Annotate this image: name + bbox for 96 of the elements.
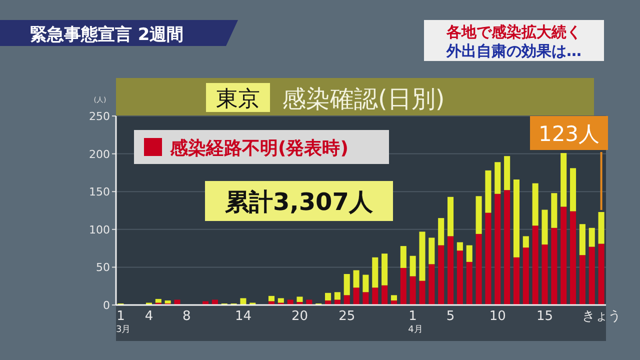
y-tick-label: 50 [96, 261, 110, 274]
bar [570, 168, 576, 212]
bar [362, 292, 369, 305]
bar [560, 153, 567, 207]
y-tick-label: 150 [89, 186, 110, 199]
bar [522, 248, 529, 305]
bar [598, 244, 604, 305]
bar [382, 285, 388, 305]
x-tick-label: 15 [536, 309, 554, 324]
text: 外出自粛の効果は… [446, 42, 582, 60]
bar [400, 268, 406, 305]
bar [485, 212, 492, 305]
bar [410, 256, 416, 276]
bar [419, 280, 426, 305]
bar [155, 298, 162, 303]
bar [296, 296, 303, 302]
bar [532, 226, 538, 305]
bar [485, 170, 492, 213]
y-tick-label: 100 [89, 223, 110, 236]
bar [278, 298, 284, 303]
bar [382, 254, 388, 286]
x-tick-label: 25 [338, 309, 356, 324]
bar [334, 300, 340, 305]
bar [372, 257, 378, 288]
x-tick-label: 5 [446, 309, 455, 324]
x-tick-label: 10 [489, 309, 506, 324]
bar [456, 250, 463, 305]
bar [202, 301, 209, 305]
x-tick-label: 1 3月 [116, 309, 131, 335]
bar [466, 262, 472, 305]
bar [588, 228, 595, 247]
bar [476, 196, 482, 234]
y-tick-label: 200 [89, 148, 110, 161]
bar [456, 242, 463, 251]
bar [504, 190, 510, 305]
bar [400, 246, 406, 268]
x-tick-label: 4 [144, 309, 154, 324]
bar [325, 292, 332, 300]
bar [353, 288, 360, 305]
bar [542, 244, 548, 305]
bar [476, 234, 482, 305]
x-tick-label: きょう [582, 309, 621, 324]
legend: 感染経路不明(発表時) [134, 130, 389, 164]
bar [268, 301, 274, 305]
bar [494, 162, 501, 194]
bar [419, 232, 426, 281]
bar [579, 224, 586, 256]
annotation: 累計3,307人 [224, 188, 374, 216]
bar [240, 298, 246, 305]
bar [522, 236, 529, 248]
bar [164, 300, 171, 304]
bar [448, 236, 454, 305]
bar [542, 210, 548, 245]
text: 緊急事態宣言 2週間 [30, 25, 184, 45]
bar [588, 246, 595, 305]
bar [268, 296, 274, 302]
bar [353, 270, 360, 288]
y-tick-label: 250 [89, 110, 110, 123]
bar [532, 183, 538, 226]
bar [438, 245, 444, 305]
chart-title: 東京 [216, 87, 260, 112]
bar [466, 245, 472, 262]
text: 各地で感染拡大続く [446, 23, 582, 41]
bar [504, 156, 510, 190]
chart-subtitle: 感染確認(日別) [282, 85, 445, 113]
x-tick-label: 1 4月 [408, 309, 423, 335]
legend-label: 感染経路不明(発表時) [169, 138, 348, 159]
bar [410, 276, 416, 305]
bar [513, 257, 520, 305]
x-tick-label: 8 [182, 309, 191, 324]
bar [344, 295, 350, 305]
bar [174, 300, 180, 305]
bar [438, 218, 444, 246]
bar [428, 238, 435, 264]
bar [306, 300, 312, 305]
bar [551, 228, 558, 305]
bar [551, 193, 558, 228]
bar [372, 288, 378, 305]
bar [390, 295, 397, 300]
bar [334, 292, 340, 300]
bar [428, 264, 435, 305]
bar [570, 211, 576, 305]
bar [598, 212, 604, 244]
bar [362, 274, 369, 292]
bar [494, 194, 501, 305]
y-tick-label: 0 [103, 299, 110, 312]
bar [579, 255, 586, 305]
bar [212, 300, 218, 305]
x-tick-label: 20 [291, 309, 308, 324]
bar [287, 300, 294, 305]
bar [560, 206, 567, 305]
bar [344, 274, 350, 296]
bar [513, 180, 520, 258]
annotation: 123人 [538, 122, 600, 146]
x-tick-label: 14 [234, 309, 252, 324]
bar [448, 196, 454, 236]
